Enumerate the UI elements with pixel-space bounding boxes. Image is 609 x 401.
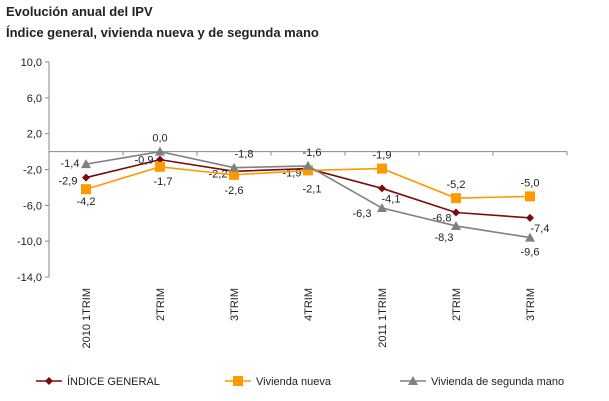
data-label: -2,2 [209,168,228,180]
data-label: -6,3 [353,208,372,220]
y-tick-label: 2,0 [27,129,42,141]
data-point [526,213,534,222]
data-label: -1,8 [235,149,254,161]
data-label: 0,0 [152,133,167,145]
data-label: -1,6 [303,147,322,159]
x-tick-label: 2TRIM [155,288,167,321]
legend-marker [233,376,243,386]
x-tick-label: 3TRIM [229,288,241,321]
data-point [452,208,460,217]
x-tick-label: 3TRIM [525,288,537,321]
data-label: -9,6 [521,247,540,259]
data-point [156,155,164,164]
data-label: -7,4 [531,223,550,235]
data-point [303,160,313,170]
x-tick-label: 2010 1TRIM [81,288,93,349]
data-point [377,203,387,213]
legend-label: ÍNDICE GENERAL [67,375,160,388]
data-point [82,173,90,182]
data-point [155,146,165,156]
data-label: -2,1 [303,183,322,195]
data-label: -5,2 [447,179,466,191]
data-point [377,163,387,174]
data-point [525,232,535,242]
chart-subtitle: Índice general, vivienda nueva y de segu… [6,25,319,40]
data-label: -2,6 [225,185,244,197]
y-tick-label: -6,0 [23,200,42,212]
data-point [81,159,91,169]
y-tick-label: -14,0 [17,272,42,284]
x-tick-label: 4TRIM [303,288,315,321]
y-tick-label: -10,0 [17,236,42,248]
x-tick-label: 2TRIM [451,288,463,321]
data-point [81,184,91,195]
legend-label: Vivienda de segunda mano [431,376,564,388]
data-label: -8,3 [435,232,454,244]
data-point [229,162,239,172]
data-label: -1,4 [61,158,80,170]
data-point [451,220,461,230]
y-tick-label: 6,0 [27,93,42,105]
legend-marker [408,376,418,385]
legend-marker [45,377,53,385]
x-tick-label: 2011 1TRIM [377,288,389,348]
y-tick-label: 10,0 [21,57,42,69]
data-label: -2,9 [59,176,78,188]
data-label: -5,0 [521,177,540,189]
data-label: -1,9 [373,150,392,162]
legend-label: Vivienda nueva [256,376,332,388]
data-point [378,184,386,193]
y-tick-label: -2,0 [23,165,42,177]
data-point [229,169,239,180]
data-label: -0,9 [135,155,154,167]
data-label: -4,1 [382,193,401,205]
data-label: -4,2 [77,196,96,208]
data-point [155,161,165,172]
data-point [451,193,461,204]
data-point [525,191,535,202]
data-label: -1,9 [283,168,302,180]
chart-title: Evolución anual del IPV [6,4,153,19]
data-label: -1,7 [154,176,173,188]
data-point [303,165,313,176]
